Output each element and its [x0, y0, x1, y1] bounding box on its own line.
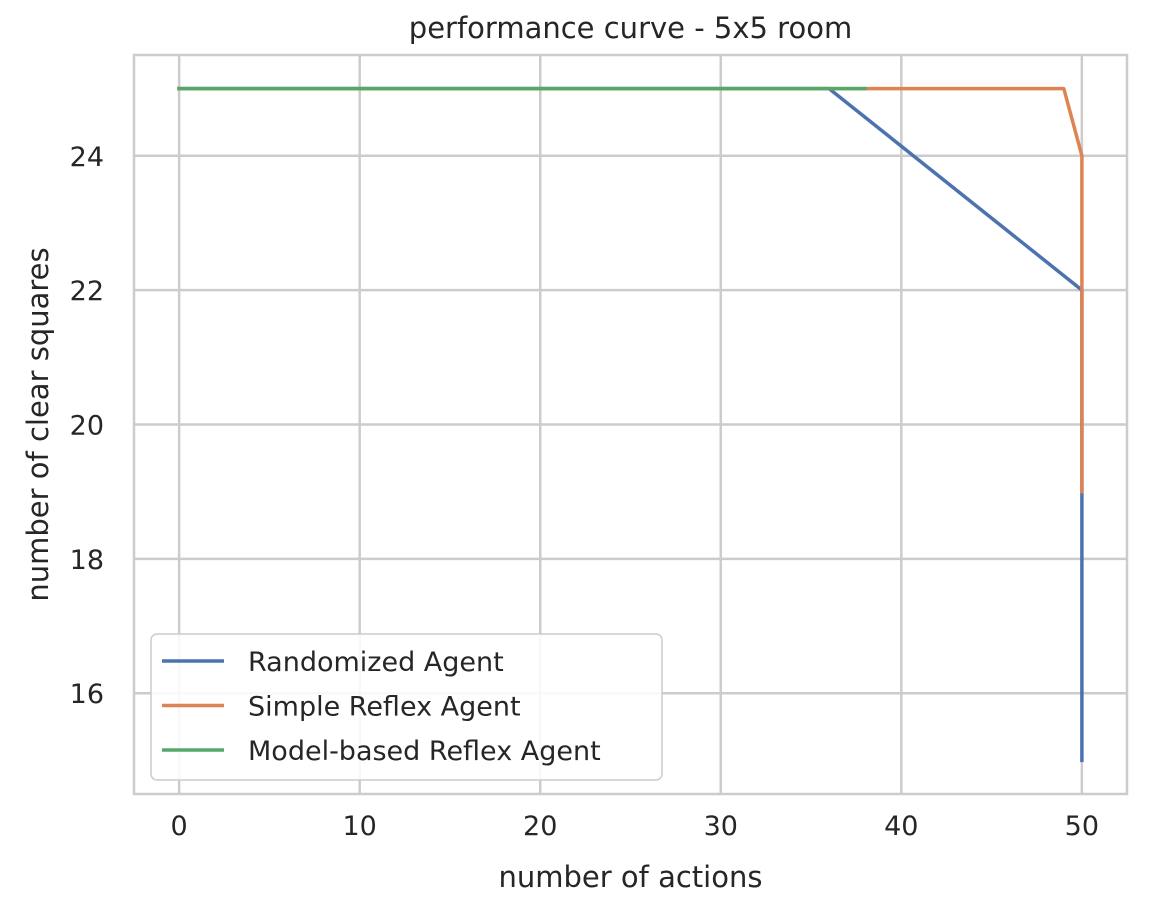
plot-frame: [132, 53, 1129, 796]
legend: Randomized Agent Simple Reflex Agent Model…: [150, 633, 663, 781]
y-tick-label: 24: [70, 142, 104, 173]
legend-box: [150, 633, 663, 781]
tick-labels: 0 10 20 30 40 50 16 18 20 22 24: [70, 142, 1099, 842]
series-lines: [177, 86, 1084, 763]
x-tick-label: 40: [884, 811, 918, 842]
x-tick-label: 30: [704, 811, 738, 842]
legend-label: Model-based Reflex Agent: [248, 736, 601, 767]
x-tick-label: 0: [171, 811, 188, 842]
y-tick-label: 22: [70, 276, 104, 307]
x-axis-label: number of actions: [499, 860, 763, 894]
legend-label: Simple Reflex Agent: [248, 692, 521, 723]
y-tick-label: 18: [70, 545, 104, 576]
x-tick-label: 10: [343, 811, 377, 842]
y-tick-label: 20: [70, 411, 104, 442]
chart-title: performance curve - 5x5 room: [409, 11, 852, 45]
y-tick-label: 16: [70, 679, 104, 710]
x-tick-label: 20: [523, 811, 557, 842]
y-axis-label: number of clear squares: [21, 247, 55, 601]
legend-label: Randomized Agent: [248, 647, 504, 678]
x-tick-label: 50: [1065, 811, 1099, 842]
